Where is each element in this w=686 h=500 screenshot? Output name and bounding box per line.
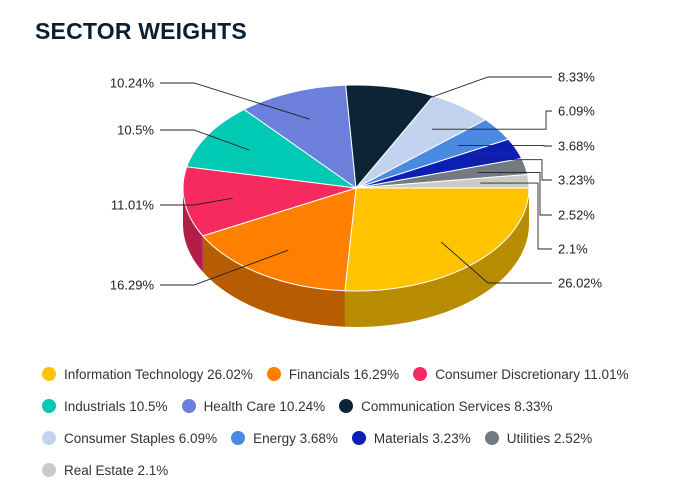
- data-labels: 26.02% 16.29% 11.01% 10.5% 10.24% 8.33% 6.09% 3…: [110, 70, 603, 293]
- pie-slice-1: [201, 187, 357, 292]
- legend-item: Consumer Staples 6.09%: [42, 431, 217, 446]
- data-label-7: 3.68%: [558, 139, 595, 154]
- data-label-8: 3.23%: [558, 173, 595, 188]
- legend-label: Information Technology 26.02%: [64, 366, 253, 382]
- legend-row: Consumer Staples 6.09% Energy 3.68% Materi…: [42, 422, 682, 454]
- legend-item: Communication Services 8.33%: [339, 399, 552, 414]
- legend-row: Real Estate 2.1%: [42, 454, 682, 486]
- legend-item: Industrials 10.5%: [42, 399, 168, 414]
- data-label-4: 10.24%: [110, 76, 155, 91]
- legend-swatch: [484, 431, 499, 445]
- leader-line-9: [477, 172, 552, 216]
- legend-label: Industrials 10.5%: [64, 398, 168, 414]
- leader-line-8: [471, 159, 552, 181]
- leader-line-6: [431, 110, 552, 130]
- data-label-3: 10.5%: [117, 123, 154, 138]
- data-label-6: 6.09%: [558, 104, 595, 119]
- data-label-9: 2.52%: [558, 208, 595, 223]
- legend-label: Financials 16.29%: [288, 366, 400, 382]
- pie-slice-4: [243, 84, 357, 190]
- leader-line-10: [480, 182, 552, 250]
- legend-item: Financials 16.29%: [266, 366, 400, 382]
- legend-label: Communication Services 8.33%: [361, 398, 553, 414]
- data-label-0: 26.02%: [558, 276, 603, 291]
- legend-swatch: [266, 367, 281, 381]
- pie-slice-0: [344, 187, 530, 292]
- leader-lines: [160, 76, 552, 286]
- legend-row: Information Technology 26.02% Financials …: [42, 358, 682, 390]
- legend-swatch: [42, 463, 56, 477]
- pie-sides: [183, 188, 529, 327]
- pie-side-2: [183, 188, 203, 272]
- leader-line-3: [160, 129, 250, 151]
- data-label-1: 16.29%: [110, 278, 155, 293]
- legend-label: Materials 3.23%: [373, 430, 471, 446]
- data-label-5: 8.33%: [558, 70, 595, 85]
- data-label-2: 11.01%: [111, 198, 155, 213]
- legend-label: Consumer Staples 6.09%: [64, 430, 218, 446]
- pie-slice-10: [355, 173, 530, 189]
- legend-label: Health Care 10.24%: [203, 398, 326, 414]
- pie-chart: 26.02% 16.29% 11.01% 10.5% 10.24% 8.33% 6.09% 3…: [110, 70, 603, 327]
- legend-swatch: [351, 431, 366, 445]
- legend-swatch: [181, 399, 196, 413]
- pie-side-1: [202, 235, 345, 327]
- legend: Information Technology 26.02% Financials …: [42, 358, 682, 486]
- legend-item: Materials 3.23%: [351, 430, 471, 446]
- pie-slice-5: [345, 84, 435, 190]
- legend-swatch: [231, 431, 246, 445]
- legend-item: Health Care 10.24%: [181, 398, 326, 414]
- legend-label: Energy 3.68%: [253, 430, 338, 446]
- legend-item: Consumer Discretionary 11.01%: [413, 366, 629, 382]
- leader-line-2: [160, 197, 233, 206]
- legend-swatch: [413, 367, 428, 381]
- legend-item: Utilities 2.52%: [484, 430, 593, 446]
- chart-title: SECTOR WEIGHTS: [35, 18, 247, 44]
- legend-swatch: [42, 399, 56, 413]
- leader-line-1: [160, 249, 289, 286]
- legend-item: Information Technology 26.02%: [42, 367, 253, 382]
- legend-label: Real Estate 2.1%: [64, 462, 169, 478]
- legend-item: Real Estate 2.1%: [42, 463, 168, 478]
- legend-row: Industrials 10.5% Health Care 10.24% Commu…: [42, 390, 682, 422]
- data-label-10: 2.1%: [558, 242, 588, 257]
- leader-line-4: [160, 82, 310, 120]
- legend-label: Utilities 2.52%: [506, 430, 593, 446]
- leader-line-5: [380, 76, 552, 116]
- pie-slice-2: [182, 166, 357, 237]
- legend-swatch: [339, 399, 354, 413]
- leader-line-0: [440, 241, 552, 284]
- legend-swatch: [42, 367, 56, 381]
- legend-label: Consumer Discretionary 11.01%: [435, 366, 629, 382]
- legend-swatch: [42, 431, 56, 445]
- pie-side-0: [344, 188, 529, 327]
- legend-item: Energy 3.68%: [231, 431, 338, 446]
- pie-top: [182, 84, 530, 292]
